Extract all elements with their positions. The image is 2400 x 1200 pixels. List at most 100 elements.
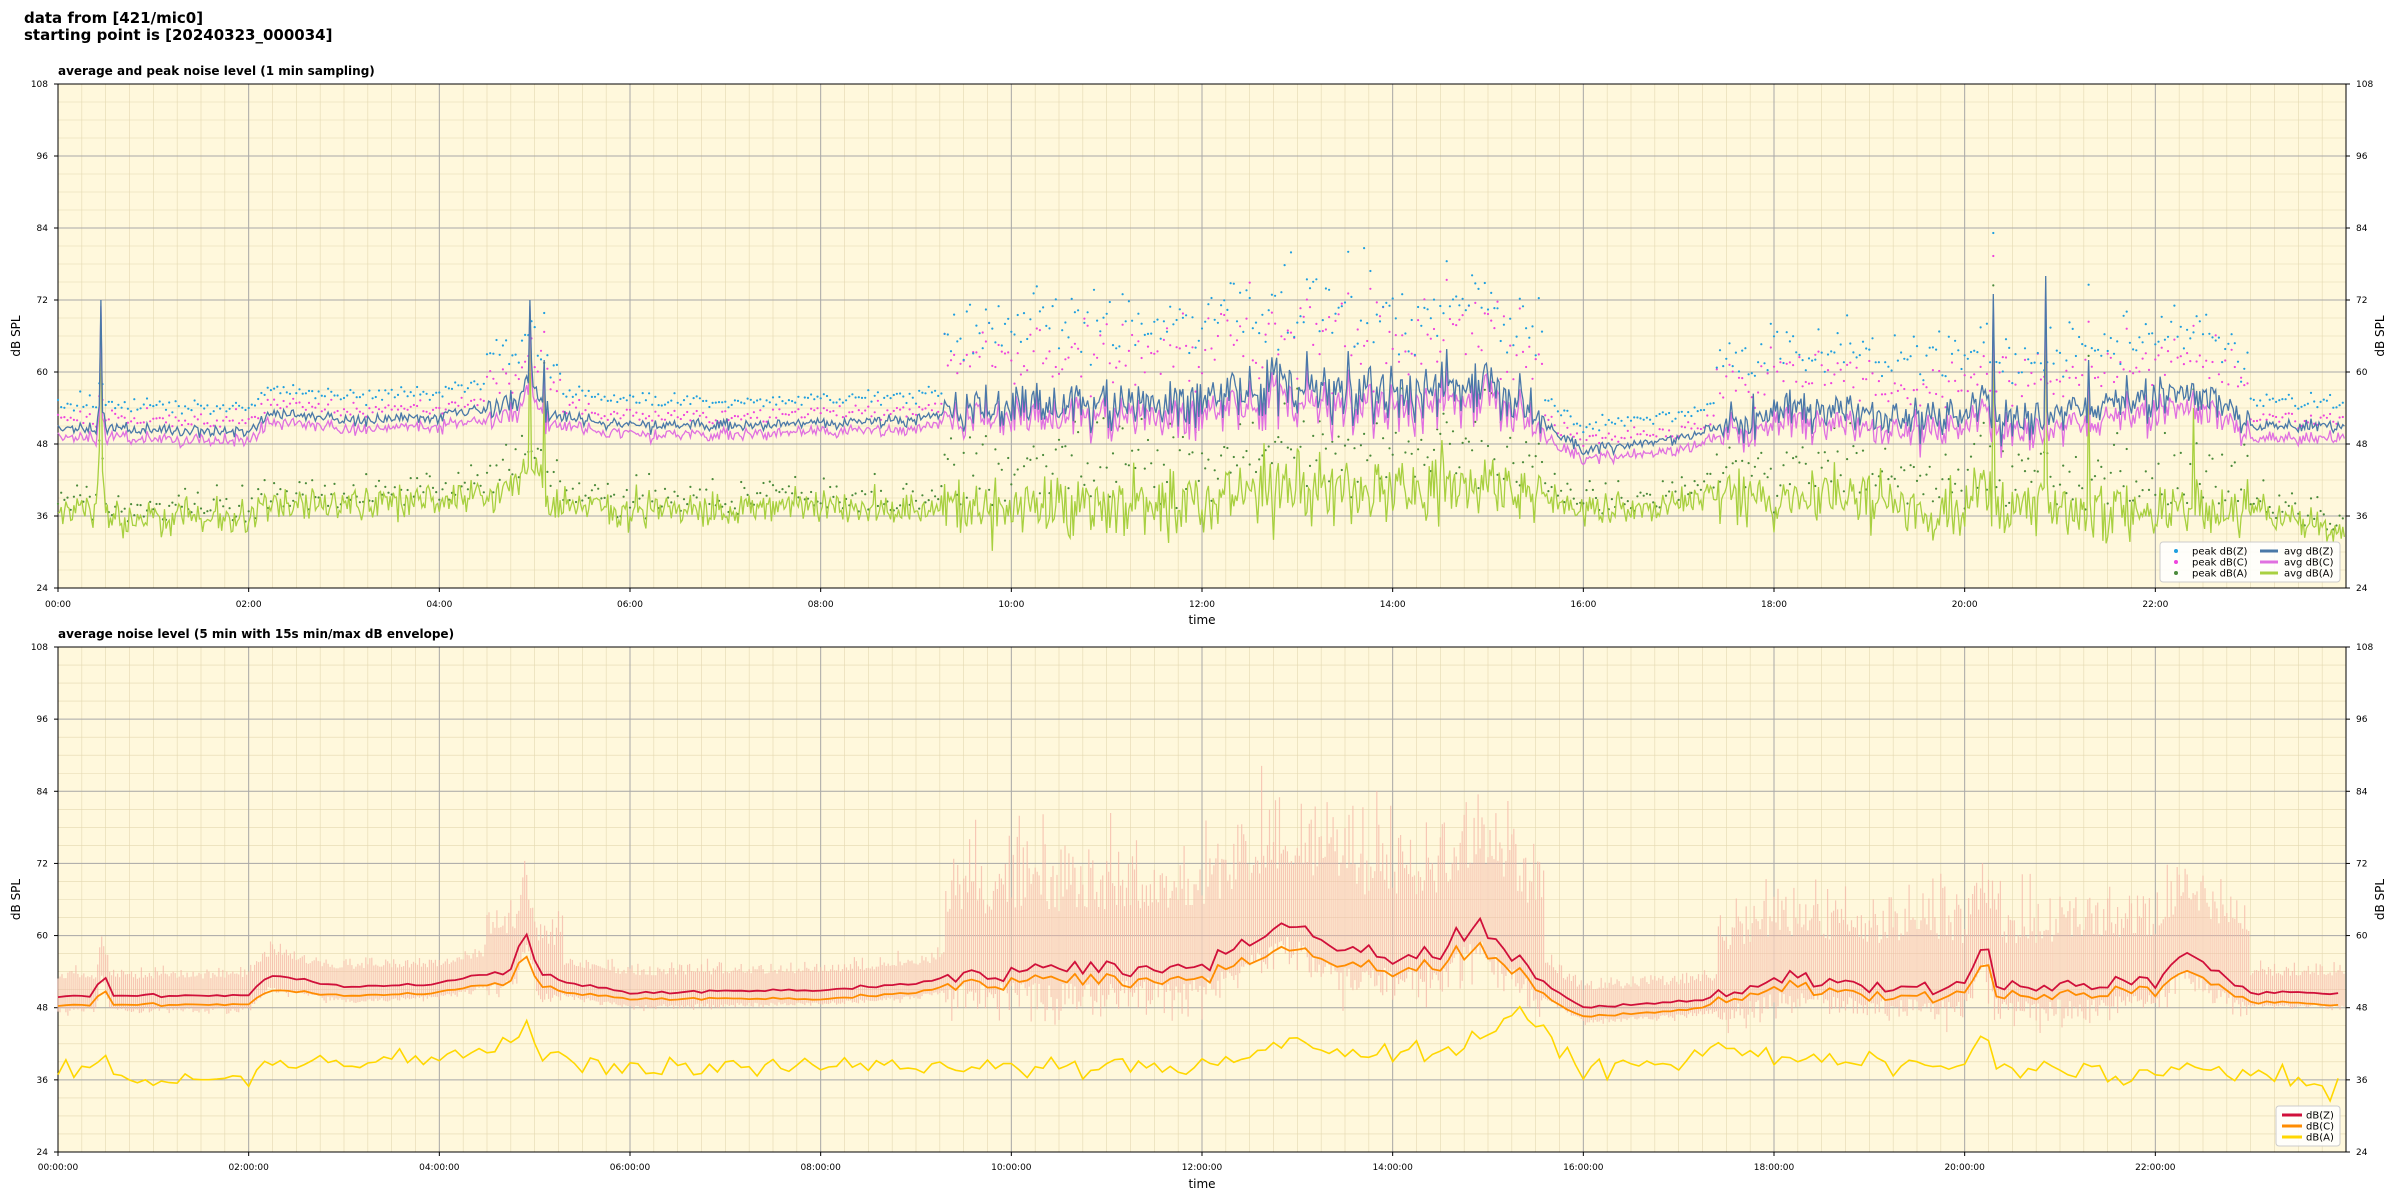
- peak-z-point: [489, 352, 492, 355]
- peak-a-point: [1725, 466, 1728, 469]
- peak-a-point: [1960, 489, 1963, 492]
- peak-c-point: [1734, 389, 1737, 392]
- peak-z-point: [412, 394, 415, 397]
- peak-c-point: [918, 405, 921, 409]
- peak-z-point: [1280, 291, 1283, 294]
- peak-z-point: [1683, 414, 1687, 417]
- peak-a-point: [546, 470, 549, 473]
- peak-c-point: [673, 409, 676, 412]
- peak-a-point: [260, 493, 263, 496]
- peak-c-point: [1061, 368, 1064, 371]
- peak-a-point: [1289, 448, 1293, 451]
- peak-z-point: [419, 393, 422, 396]
- peak-c-point: [1550, 415, 1553, 418]
- peak-a-point: [721, 505, 724, 508]
- peak-a-point: [2058, 483, 2062, 486]
- peak-c-point: [327, 403, 330, 406]
- peak-a-point: [190, 511, 193, 514]
- peak-z-point: [717, 401, 721, 404]
- peak-c-point: [1131, 333, 1134, 337]
- peak-a-point: [1979, 434, 1982, 437]
- peak-c-point: [1769, 346, 1772, 349]
- peak-a-point: [76, 484, 79, 487]
- peak-c-point: [1785, 362, 1788, 365]
- peak-c-point: [171, 425, 174, 428]
- peak-c-point: [1668, 429, 1671, 432]
- peak-c-point: [724, 410, 727, 413]
- peak-a-point: [1893, 477, 1896, 480]
- peak-c-point: [1766, 372, 1769, 375]
- peak-a-point: [1423, 463, 1426, 466]
- peak-a-point: [1191, 451, 1194, 454]
- peak-z-point: [940, 392, 943, 395]
- peak-z-point: [1598, 429, 1601, 432]
- peak-a-point: [1410, 452, 1413, 455]
- peak-a-point: [1169, 422, 1172, 425]
- peak-z-point: [1757, 361, 1760, 364]
- peak-c-point: [1340, 302, 1343, 305]
- peak-c-point: [269, 403, 272, 406]
- peak-c-point: [1699, 427, 1702, 431]
- peak-a-point: [1560, 489, 1563, 492]
- peak-z-point: [2332, 406, 2335, 409]
- peak-c-point: [854, 404, 857, 407]
- peak-z-point: [708, 405, 711, 409]
- peak-z-point: [1884, 361, 1887, 364]
- peak-c-point: [292, 397, 295, 400]
- peak-z-point: [1442, 312, 1445, 315]
- peak-z-point: [295, 392, 298, 395]
- peak-c-point: [606, 418, 609, 421]
- peak-c-point: [1296, 377, 1299, 380]
- peak-z-point: [1302, 321, 1305, 324]
- peak-a-point: [778, 490, 781, 494]
- peak-a-point: [2119, 470, 2122, 473]
- peak-z-point: [1696, 410, 1699, 413]
- peak-a-point: [88, 495, 91, 498]
- peak-z-point: [775, 403, 778, 406]
- peak-c-point: [584, 409, 587, 412]
- peak-z-point: [1846, 314, 1849, 317]
- peak-a-point: [2154, 493, 2157, 496]
- peak-c-point: [1906, 397, 1909, 400]
- peak-c-point: [1715, 368, 1718, 371]
- peak-a-point: [1165, 480, 1169, 484]
- peak-z-point: [810, 393, 813, 396]
- peak-z-point: [447, 387, 450, 390]
- peak-z-point: [1083, 321, 1086, 324]
- peak-c-point: [2049, 380, 2052, 383]
- peak-z-point: [1146, 332, 1150, 335]
- peak-a-point: [1709, 472, 1712, 475]
- peak-c-point: [1194, 390, 1197, 393]
- peak-z-point: [1798, 353, 1801, 356]
- peak-c-point: [1531, 377, 1534, 380]
- peak-z-point: [1064, 321, 1067, 324]
- peak-z-point: [1073, 311, 1076, 314]
- peak-a-point: [864, 493, 867, 496]
- peak-z-point: [2297, 407, 2300, 410]
- peak-z-point: [2259, 399, 2262, 402]
- peak-a-point: [1382, 437, 1385, 440]
- peak-z-point: [1239, 291, 1242, 294]
- peak-a-point: [1671, 481, 1674, 484]
- peak-c-point: [600, 417, 603, 420]
- peak-z-point: [1378, 320, 1382, 323]
- peak-z-point: [63, 406, 66, 409]
- peak-z-point: [740, 401, 743, 404]
- peak-a-point: [759, 491, 762, 495]
- peak-a-point: [1096, 421, 1099, 424]
- peak-c-point: [206, 422, 209, 425]
- peak-a-point: [835, 485, 838, 488]
- peak-a-point: [438, 498, 441, 501]
- peak-z-point: [358, 396, 361, 399]
- peak-z-point: [978, 332, 981, 335]
- peak-c-point: [1127, 349, 1130, 352]
- y-tick-label-right: 108: [2356, 643, 2373, 653]
- peak-c-point: [851, 410, 854, 414]
- peak-z-point: [1156, 318, 1159, 321]
- peak-c-point: [2052, 392, 2055, 395]
- peak-z-point: [854, 396, 857, 399]
- peak-z-point: [1734, 351, 1737, 354]
- peak-c-point: [1757, 391, 1760, 394]
- peak-z-point: [1286, 331, 1289, 334]
- peak-a-point: [1925, 473, 1928, 476]
